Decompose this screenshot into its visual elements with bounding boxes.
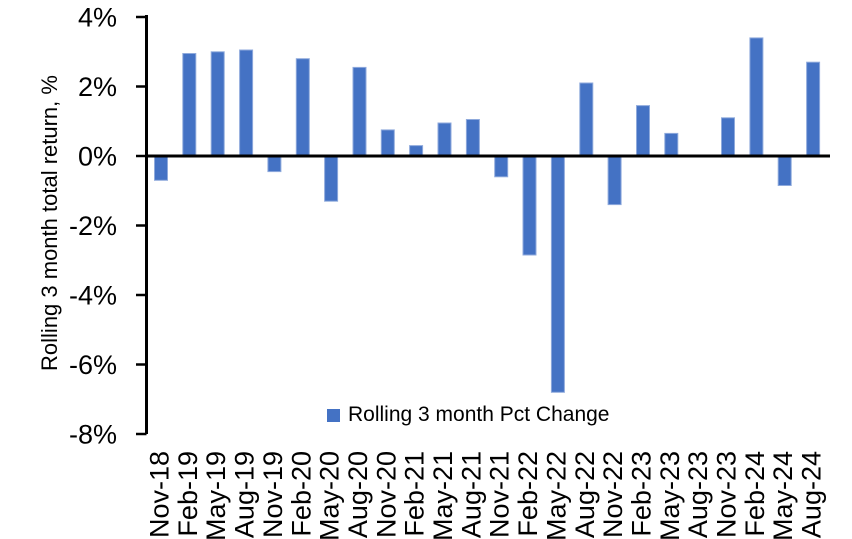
x-tick-label: May-23: [655, 451, 685, 539]
bar-nov-19: [267, 155, 282, 173]
y-axis-title: Rolling 3 month total return, %: [37, 75, 62, 371]
x-tick-label: Feb-23: [626, 451, 656, 537]
x-tick-label: Nov-23: [712, 451, 742, 538]
legend: Rolling 3 month Pct Change: [327, 403, 610, 427]
bar-feb-19: [182, 53, 197, 157]
bar-may-23: [664, 132, 679, 157]
legend-label: Rolling 3 month Pct Change: [348, 403, 610, 426]
bar-may-20: [324, 155, 339, 202]
x-tick-label: May-20: [315, 451, 345, 539]
bar-nov-22: [607, 155, 622, 206]
x-tick-label: Aug-19: [230, 451, 260, 538]
bar-aug-22: [579, 82, 594, 157]
x-tick-label: Aug-20: [343, 451, 373, 538]
x-tick-label: Aug-22: [570, 451, 600, 538]
x-tick-label: Nov-21: [485, 451, 515, 538]
x-tick-label: Aug-24: [797, 451, 827, 538]
bar-feb-22: [522, 155, 537, 256]
x-tick-label: Nov-18: [145, 451, 175, 538]
y-tick-label: -4%: [69, 281, 117, 311]
x-tick-label: May-22: [541, 451, 571, 539]
bar-aug-24: [806, 61, 821, 157]
bar-feb-23: [636, 105, 650, 157]
x-tick-label: Nov-20: [371, 451, 401, 538]
x-tick-label: Feb-20: [286, 451, 316, 537]
bar-feb-21: [409, 145, 424, 157]
y-tick-label: -2%: [69, 211, 117, 241]
bar-feb-24: [749, 37, 764, 157]
x-tick-label: May-19: [201, 451, 231, 539]
x-tick-label: May-24: [768, 451, 798, 539]
bar-nov-18: [154, 155, 168, 181]
y-tick-label: 4%: [78, 3, 117, 33]
y-tick-label: 2%: [78, 72, 117, 102]
x-tick-label: Feb-19: [173, 451, 203, 537]
bar-may-22: [550, 155, 565, 393]
bar-aug-20: [352, 66, 367, 157]
x-tick-label: Nov-19: [258, 451, 288, 538]
bar-may-19: [210, 51, 225, 157]
y-tick-label: -8%: [69, 420, 117, 450]
x-tick-label: May-21: [428, 451, 458, 539]
bar-aug-19: [239, 49, 254, 157]
x-tick-label: Nov-22: [598, 451, 628, 538]
bar-nov-20: [380, 129, 395, 157]
x-tick-label: Aug-21: [456, 451, 486, 538]
bar-feb-20: [295, 58, 310, 157]
y-tick-label: 0%: [78, 142, 117, 172]
y-tick-label: -6%: [69, 350, 117, 380]
bar-nov-21: [494, 155, 509, 178]
bar-may-21: [437, 122, 452, 157]
x-tick-label: Feb-21: [400, 451, 430, 537]
x-tick-label: Aug-23: [683, 451, 713, 538]
bar-nov-23: [721, 117, 735, 157]
x-tick-label: Feb-22: [513, 451, 543, 537]
bar-aug-21: [465, 119, 480, 157]
legend-marker-icon: [327, 408, 340, 422]
x-tick-label: Feb-24: [740, 451, 770, 537]
bar-may-24: [777, 155, 792, 186]
